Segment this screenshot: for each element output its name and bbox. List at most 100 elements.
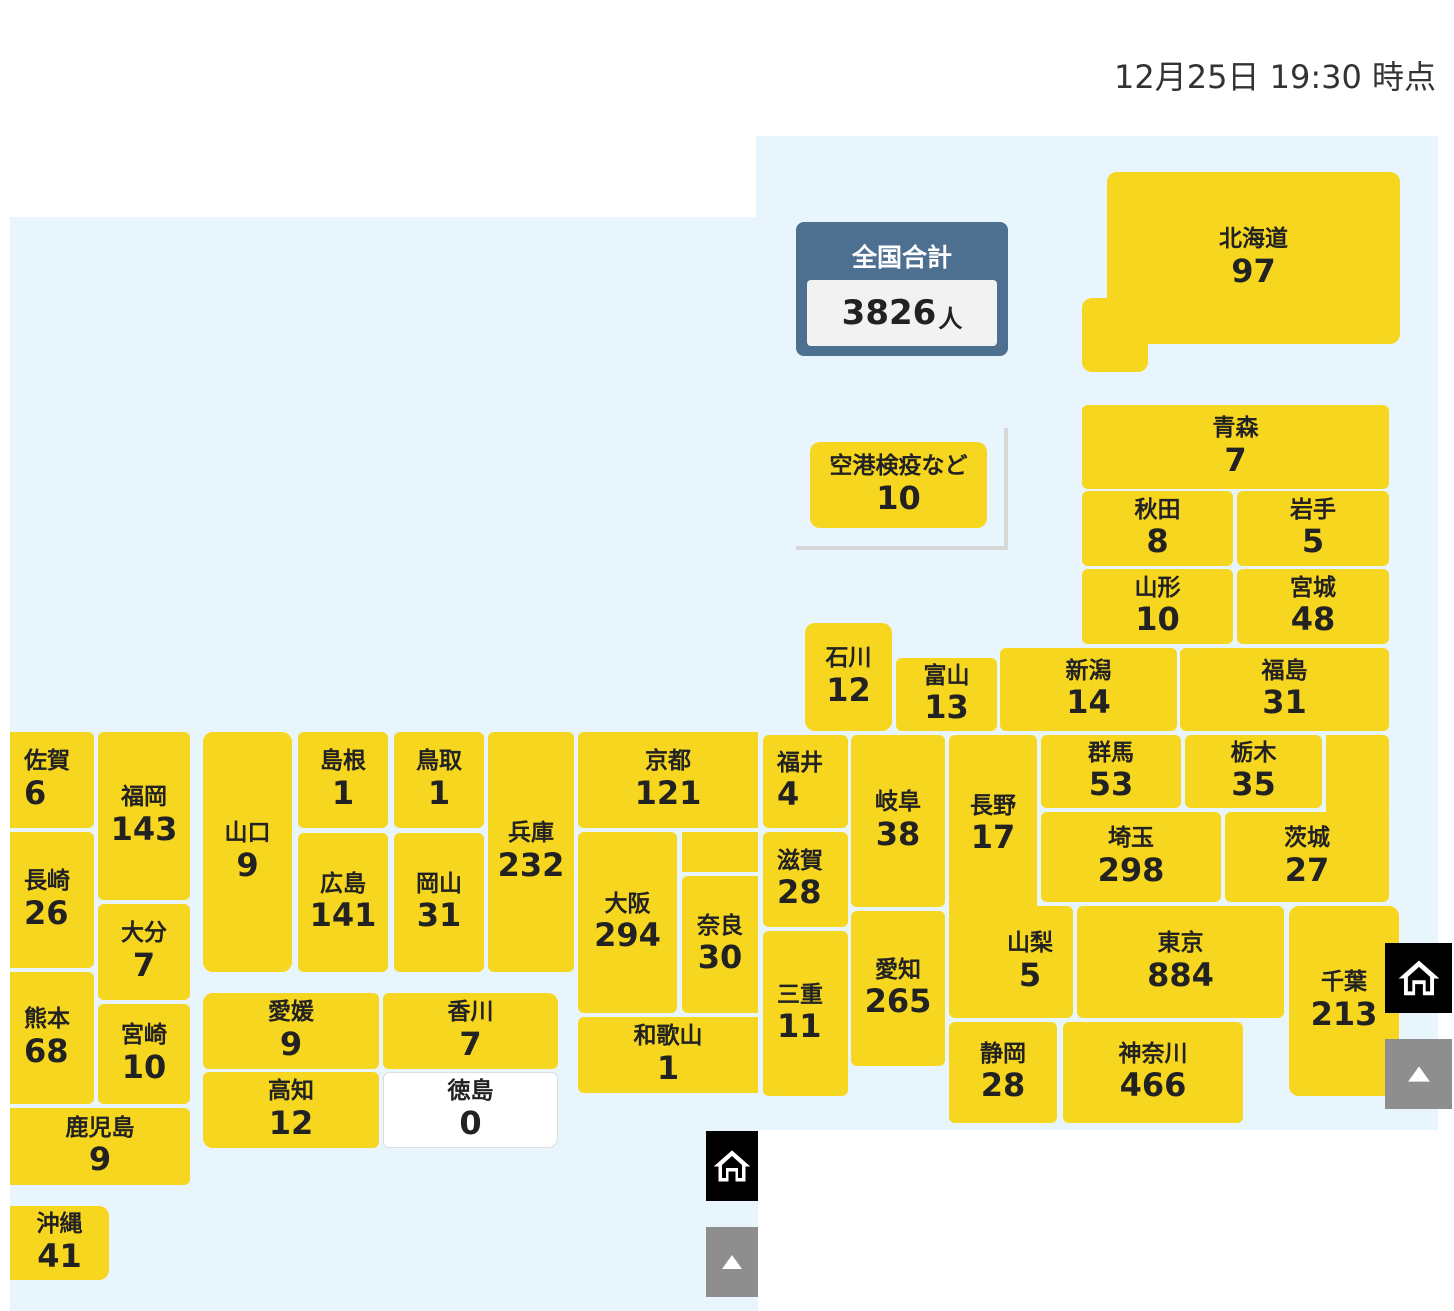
tile-saitama[interactable]: 埼玉 298 <box>1041 812 1221 902</box>
tile-kumamoto[interactable]: 熊本 68 <box>10 972 94 1104</box>
tile-hiroshima-value: 141 <box>309 896 377 935</box>
tile-hokkaido[interactable]: 北海道 97 <box>1107 172 1400 344</box>
tile-tokyo-name: 東京 <box>1157 930 1204 957</box>
tile-kagoshima-name: 鹿児島 <box>65 1114 135 1141</box>
tile-iwate[interactable]: 岩手 5 <box>1237 491 1389 566</box>
tile-yamaguchi-name: 山口 <box>224 820 271 847</box>
tile-shizuoka[interactable]: 静岡 28 <box>949 1022 1057 1123</box>
timestamp: 12月25日 19:30 時点 <box>1113 58 1436 96</box>
tile-shizuoka-value: 28 <box>980 1066 1026 1105</box>
tile-tokyo[interactable]: 東京 884 <box>1077 906 1284 1018</box>
tile-nagasaki[interactable]: 長崎 26 <box>10 832 94 968</box>
tile-saga[interactable]: 佐賀 6 <box>10 732 94 828</box>
tile-yamanashi[interactable]: 山梨 5 <box>987 906 1073 1018</box>
tile-gifu-name: 岐阜 <box>875 789 921 816</box>
tile-toyama[interactable]: 富山 13 <box>896 658 997 731</box>
tile-nara-name: 奈良 <box>697 912 743 939</box>
tile-fukui[interactable]: 福井 4 <box>763 735 848 828</box>
tile-okayama[interactable]: 岡山 31 <box>394 833 484 972</box>
tile-gifu[interactable]: 岐阜 38 <box>851 735 945 907</box>
tile-gunma-value: 53 <box>1088 765 1134 804</box>
tile-wakayama[interactable]: 和歌山 1 <box>578 1017 758 1093</box>
tile-aomori-name: 青森 <box>1212 415 1259 442</box>
tile-nagasaki-value: 26 <box>24 893 69 932</box>
home-button-west[interactable] <box>706 1131 758 1201</box>
tile-tokushima[interactable]: 徳島 0 <box>383 1072 558 1148</box>
tile-shiga[interactable]: 滋賀 28 <box>763 832 848 927</box>
tile-ibaraki[interactable]: 茨城 27 <box>1225 812 1389 902</box>
tile-hyogo-name: 兵庫 <box>508 820 554 847</box>
tile-kyoto-name: 京都 <box>645 748 691 775</box>
tile-tochigi[interactable]: 栃木 35 <box>1185 735 1322 808</box>
tile-kyoto-value: 121 <box>634 773 702 812</box>
home-icon <box>713 1150 751 1182</box>
tile-fukuoka[interactable]: 福岡 143 <box>98 732 190 900</box>
tile-ehime-value: 9 <box>279 1024 303 1063</box>
tile-kanagawa[interactable]: 神奈川 466 <box>1063 1022 1243 1123</box>
tile-yamagata[interactable]: 山形 10 <box>1082 569 1233 644</box>
tile-airport-name: 空港検疫など <box>829 453 968 480</box>
tile-oita[interactable]: 大分 7 <box>98 904 190 1000</box>
tile-tottori[interactable]: 鳥取 1 <box>394 732 484 828</box>
tile-okinawa[interactable]: 沖縄 41 <box>10 1206 109 1280</box>
tile-ehime[interactable]: 愛媛 9 <box>203 993 379 1069</box>
tile-saitama-name: 埼玉 <box>1108 825 1154 852</box>
tile-ibaraki-value: 27 <box>1284 850 1330 889</box>
tile-fukuoka-value: 143 <box>110 809 178 848</box>
tile-kanagawa-value: 466 <box>1119 1066 1187 1105</box>
tile-yamanashi-value: 5 <box>1018 955 1042 994</box>
tile-kagawa[interactable]: 香川 7 <box>383 993 558 1069</box>
tile-shimane[interactable]: 島根 1 <box>298 732 388 828</box>
tile-akita[interactable]: 秋田 8 <box>1082 491 1233 566</box>
tile-kochi[interactable]: 高知 12 <box>203 1072 379 1148</box>
tile-nara[interactable]: 奈良 30 <box>682 876 758 1013</box>
tile-kochi-name: 高知 <box>268 1078 314 1105</box>
tile-fukuoka-name: 福岡 <box>121 784 167 811</box>
tile-aichi-value: 265 <box>864 982 932 1021</box>
tile-kagoshima-value: 9 <box>88 1140 112 1179</box>
tile-chiba[interactable]: 千葉 213 <box>1289 906 1399 1096</box>
scroll-top-button-west[interactable] <box>706 1227 758 1297</box>
tile-miyazaki[interactable]: 宮崎 10 <box>98 1004 190 1104</box>
tile-yamanashi-name: 山梨 <box>1007 930 1053 957</box>
tile-ibaraki-name: 茨城 <box>1284 825 1330 852</box>
tile-kumamoto-value: 68 <box>24 1031 69 1070</box>
tile-hiroshima[interactable]: 広島 141 <box>298 833 388 972</box>
tile-kumamoto-name: 熊本 <box>24 1006 70 1033</box>
tile-niigata[interactable]: 新潟 14 <box>1000 648 1177 731</box>
tile-tokyo-value: 884 <box>1147 955 1214 994</box>
tile-gifu-value: 38 <box>875 814 921 853</box>
tile-yamagata-value: 10 <box>1135 600 1180 639</box>
tile-ehime-name: 愛媛 <box>268 999 314 1026</box>
tile-aichi[interactable]: 愛知 265 <box>851 911 945 1066</box>
tile-yamaguchi[interactable]: 山口 9 <box>203 732 292 972</box>
tile-osaka[interactable]: 大阪 294 <box>578 832 677 1013</box>
tile-nagasaki-name: 長崎 <box>24 868 70 895</box>
tile-akita-name: 秋田 <box>1134 496 1181 523</box>
tile-hiroshima-name: 広島 <box>320 870 366 897</box>
scroll-top-button-east[interactable] <box>1385 1039 1452 1109</box>
tile-fukui-value: 4 <box>777 775 800 814</box>
tile-miyagi[interactable]: 宮城 48 <box>1237 569 1389 644</box>
tile-saga-name: 佐賀 <box>24 748 70 775</box>
tile-gunma[interactable]: 群馬 53 <box>1041 735 1181 808</box>
tile-ishikawa[interactable]: 石川 12 <box>805 623 892 731</box>
tile-nagano-name: 長野 <box>970 793 1016 819</box>
tile-yamaguchi-value: 9 <box>236 845 259 884</box>
tile-kyoto[interactable]: 京都 121 <box>578 732 758 828</box>
tile-kyoto-lower[interactable] <box>682 832 758 872</box>
tile-okayama-value: 31 <box>416 896 462 935</box>
tile-tochigi-name: 栃木 <box>1230 739 1277 766</box>
tile-hyogo[interactable]: 兵庫 232 <box>488 732 574 972</box>
tile-fukushima[interactable]: 福島 31 <box>1180 648 1389 731</box>
tile-kagawa-value: 7 <box>459 1024 482 1063</box>
tile-ibaraki-top[interactable] <box>1326 735 1389 815</box>
tile-kagoshima[interactable]: 鹿児島 9 <box>10 1108 190 1185</box>
tile-shiga-name: 滋賀 <box>777 847 823 874</box>
tile-hyogo-value: 232 <box>497 845 565 884</box>
tile-aomori[interactable]: 青森 7 <box>1082 405 1389 489</box>
arrow-up-icon <box>722 1255 742 1269</box>
tile-airport[interactable]: 空港検疫など 10 <box>810 442 987 528</box>
tile-mie[interactable]: 三重 11 <box>763 931 848 1096</box>
home-button-east[interactable] <box>1385 943 1452 1013</box>
